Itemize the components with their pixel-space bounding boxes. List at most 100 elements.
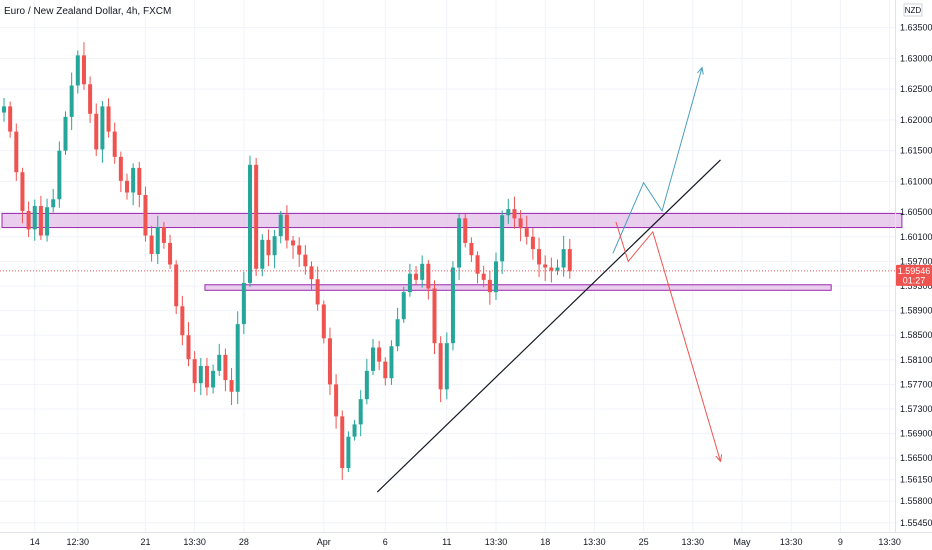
zone-rectangle[interactable] xyxy=(204,284,832,291)
candle xyxy=(524,215,529,245)
candle xyxy=(211,364,216,394)
price-tick-label: 1.55450 xyxy=(900,518,932,528)
candle-body xyxy=(432,288,437,344)
candle-body xyxy=(500,215,505,262)
drawings-layer xyxy=(0,66,895,493)
price-tick-label: 1.60500 xyxy=(900,207,932,217)
candle xyxy=(125,173,129,200)
time-tick-label: May xyxy=(733,537,751,547)
candle xyxy=(321,300,326,344)
price-tick-label: 1.63000 xyxy=(900,53,932,63)
candle-body xyxy=(217,354,222,371)
candle-body xyxy=(137,167,142,195)
candle xyxy=(438,336,443,403)
candle xyxy=(457,213,462,280)
candle xyxy=(260,234,265,277)
time-tick-label: 13:30 xyxy=(183,537,206,547)
candle-body xyxy=(506,209,511,216)
candle-body xyxy=(567,249,572,272)
candle-body xyxy=(278,214,283,237)
candle-body xyxy=(260,239,265,269)
candle-body xyxy=(198,365,203,384)
candle xyxy=(291,235,296,259)
candle-body xyxy=(38,206,43,236)
candle xyxy=(272,229,277,269)
time-tick-label: 13:30 xyxy=(682,537,705,547)
candle xyxy=(168,234,173,270)
candle-body xyxy=(561,249,566,268)
candle-body xyxy=(438,343,443,390)
candle-body xyxy=(14,131,19,173)
bearish-path-arrow[interactable] xyxy=(615,221,721,462)
candle-body xyxy=(211,370,216,388)
candle-body xyxy=(487,279,492,293)
price-tick-label: 1.62500 xyxy=(900,84,932,94)
candle xyxy=(518,210,523,242)
bullish-path-arrow[interactable] xyxy=(612,67,703,254)
candle xyxy=(229,367,234,405)
candle xyxy=(149,225,154,262)
candles-layer xyxy=(2,42,572,480)
candle-body xyxy=(131,167,136,193)
candle-body xyxy=(371,347,375,371)
candle-body xyxy=(358,399,363,425)
candle-body xyxy=(248,164,252,283)
currency-label: NZD xyxy=(903,3,923,17)
candle-body xyxy=(81,55,86,85)
candle-body xyxy=(241,282,246,325)
candle-body xyxy=(389,346,394,379)
candle-body xyxy=(168,242,173,265)
candle-body xyxy=(549,267,554,271)
candle xyxy=(284,205,289,249)
price-tick-label: 1.61500 xyxy=(900,146,932,156)
candle-body xyxy=(463,218,468,243)
candle-body xyxy=(401,292,406,320)
candle xyxy=(407,263,412,297)
zone-rectangle[interactable] xyxy=(1,212,903,229)
candle xyxy=(235,311,240,404)
candle xyxy=(45,198,50,242)
price-tick-label: 1.56900 xyxy=(900,429,932,439)
candle xyxy=(506,198,511,224)
candle xyxy=(112,122,117,164)
candle xyxy=(567,238,572,279)
price-axis[interactable]: 1.55450 1.55800 1.56150 1.56500 1.56900 1.573… xyxy=(900,23,932,528)
candle-body xyxy=(555,267,560,271)
candle xyxy=(204,357,209,396)
candle-body xyxy=(100,106,105,150)
candle-body xyxy=(537,249,542,265)
candle-body xyxy=(186,335,191,360)
candle xyxy=(555,259,560,276)
time-axis[interactable]: 14 12:30 21 13:30 28 Apr 6 11 13:30 18 13:30 25 13:3… xyxy=(30,537,901,547)
candle xyxy=(137,161,142,208)
chart-title: Euro / New Zealand Dollar, 4h, FXCM xyxy=(4,6,171,17)
candle xyxy=(340,410,345,480)
candle-body xyxy=(475,255,480,274)
candle xyxy=(475,251,480,284)
candle-body xyxy=(272,236,277,256)
candle-body xyxy=(481,273,486,280)
candle xyxy=(297,237,302,267)
candle xyxy=(131,163,136,206)
time-tick-label: 9 xyxy=(838,537,843,547)
candle-body xyxy=(407,273,412,293)
candle xyxy=(450,261,455,351)
candle-body xyxy=(524,228,529,237)
candle-body xyxy=(340,416,345,469)
candle-body xyxy=(63,116,68,151)
time-tick-label: Apr xyxy=(317,537,331,547)
candle-body xyxy=(494,261,498,293)
candle-body xyxy=(309,266,314,280)
candle xyxy=(198,357,203,396)
price-tick-label: 1.62000 xyxy=(900,115,932,125)
candle-body xyxy=(204,365,209,388)
trendline[interactable] xyxy=(376,159,721,493)
candle xyxy=(561,235,566,277)
candle-body xyxy=(334,384,339,417)
candle-body xyxy=(457,218,462,268)
candle xyxy=(432,280,437,355)
candle-body xyxy=(352,424,357,437)
candle-body xyxy=(143,194,148,236)
